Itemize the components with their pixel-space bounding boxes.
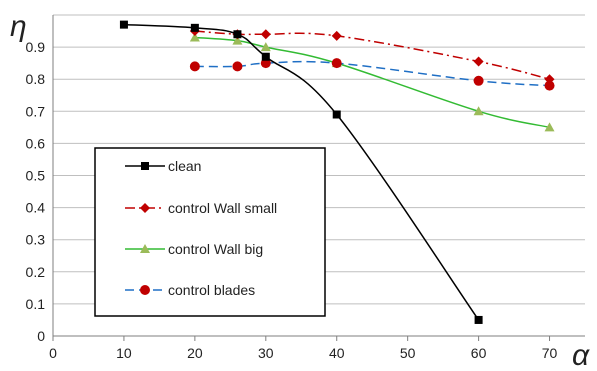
y-tick-label: 0.5 [26, 168, 46, 184]
data-markers [119, 20, 555, 324]
legend-box [94, 147, 326, 317]
x-tick-label: 60 [471, 345, 487, 361]
data-point [233, 30, 242, 39]
data-point [260, 42, 271, 52]
legend: clean control Wall small control Wall big c… [94, 147, 326, 317]
legend-marker [141, 162, 149, 170]
y-tick-label: 0.2 [26, 264, 46, 280]
data-point [331, 58, 342, 69]
x-tick-label: 20 [187, 345, 203, 361]
x-tick-label: 50 [400, 345, 416, 361]
data-point [261, 52, 270, 61]
series-line-control-wall-small [194, 30, 550, 80]
x-tick-label: 40 [329, 345, 345, 361]
x-tick-label: 30 [258, 345, 274, 361]
legend-label: control Wall big [168, 241, 263, 257]
legend-label: clean [168, 158, 201, 174]
y-tick-label: 0.6 [26, 135, 46, 151]
data-point [232, 61, 243, 72]
data-point [544, 80, 555, 91]
tick-labels: 0 0.1 0.2 0.3 0.4 0.5 0.6 0.7 0.8 0.9 0 10 20 30 40 50 6… [26, 39, 558, 361]
data-point [190, 23, 199, 32]
legend-marker [140, 244, 150, 253]
data-point [119, 20, 128, 29]
y-tick-label: 0.4 [26, 200, 46, 216]
x-tick-label: 0 [49, 345, 57, 361]
y-tick-label: 0.8 [26, 71, 46, 87]
axes [52, 15, 585, 341]
x-axis-label: α [572, 339, 590, 371]
legend-label: control Wall small [168, 200, 277, 216]
legend-marker [140, 285, 150, 295]
data-point [474, 315, 483, 324]
data-point [473, 56, 484, 67]
y-axis-label: η [10, 10, 27, 43]
legend-label: control blades [168, 282, 255, 298]
data-point [232, 35, 243, 45]
data-point [189, 61, 200, 72]
y-tick-label: 0.9 [26, 39, 46, 55]
y-tick-label: 0.7 [26, 103, 46, 119]
data-point [332, 110, 341, 119]
y-tick-label: 0.1 [26, 296, 46, 312]
x-tick-label: 70 [542, 345, 558, 361]
data-point [473, 106, 484, 116]
data-point [260, 29, 271, 40]
y-tick-label: 0 [37, 328, 45, 344]
y-tick-label: 0.3 [26, 232, 46, 248]
data-point [544, 74, 555, 85]
data-point [189, 32, 200, 42]
x-tick-label: 10 [116, 345, 132, 361]
data-point [544, 122, 555, 132]
legend-marker [140, 203, 150, 213]
data-point [331, 30, 342, 41]
data-point [473, 75, 484, 86]
